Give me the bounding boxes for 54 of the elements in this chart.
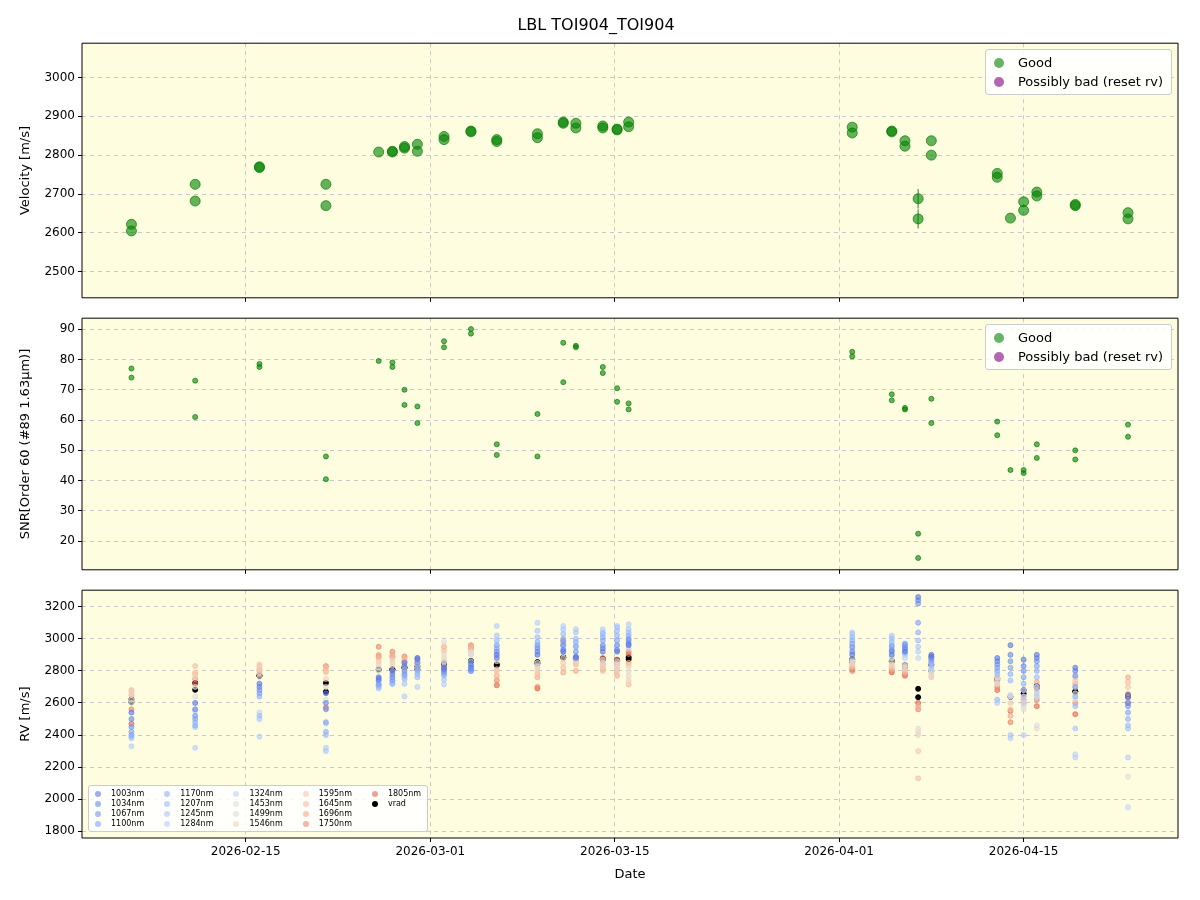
y-tick-label: 40 (59, 472, 75, 487)
legend-label: 1207nm (180, 799, 214, 808)
legend-label: 1499nm (249, 809, 283, 818)
y-tick-label: 50 (59, 442, 75, 457)
y-axis-title: Velocity [m/s] (17, 125, 33, 216)
y-tick-label: 2800 (44, 147, 75, 162)
y-tick-label: 3200 (44, 598, 75, 613)
legend-label: 1696nm (318, 809, 352, 818)
legend-label: 1595nm (318, 789, 352, 798)
y-tick-label: 60 (59, 412, 75, 427)
legend-label: Possibly bad (reset rv) (1017, 74, 1163, 90)
y-tick-label: 70 (59, 381, 75, 396)
y-tick-label: 3000 (44, 69, 75, 84)
y-tick-label: 2400 (44, 727, 75, 742)
y-tick-label: 2900 (44, 108, 75, 123)
legend-label: 1170nm (180, 789, 214, 798)
y-tick-label: 3000 (44, 630, 75, 645)
legend-label: 1453nm (249, 799, 283, 808)
y-tick-label: 20 (59, 533, 75, 548)
legend-label: Possibly bad (reset rv) (1017, 349, 1163, 365)
y-tick-label: 80 (59, 351, 75, 366)
y-tick-label: 30 (59, 503, 75, 518)
legend-label: 1324nm (249, 789, 283, 798)
x-tick-label: 2026-03-15 (580, 844, 650, 859)
legend-label: Good (1017, 55, 1053, 71)
x-tick-label: 2026-02-15 (210, 844, 281, 859)
y-tick-label: 2700 (44, 186, 75, 201)
x-tick-label: 2026-04-01 (804, 844, 874, 859)
legend-label: 1645nm (318, 799, 352, 808)
legend-label: 1100nm (111, 819, 145, 828)
x-axis-title: Date (614, 865, 646, 881)
y-tick-label: 2500 (44, 263, 75, 278)
legend-label: 1805nm (387, 789, 422, 798)
y-tick-label: 2600 (44, 225, 75, 240)
x-tick-label: 2026-04-15 (988, 844, 1059, 859)
legend-label: 1245nm (180, 809, 214, 818)
y-axis-title: SNR[Order 60 (#89 1.63μm)] (17, 348, 33, 540)
legend-label: 1546nm (249, 819, 283, 828)
x-tick-label: 2026-03-01 (395, 844, 466, 859)
legend-label: 1284nm (180, 819, 214, 828)
y-tick-label: 90 (59, 321, 75, 336)
legend-label: 1034nm (111, 799, 145, 808)
legend-label: 1003nm (111, 789, 145, 798)
y-tick-label: 1800 (44, 823, 75, 838)
y-tick-label: 2600 (44, 695, 75, 710)
y-axis-title: RV [m/s] (17, 686, 33, 742)
y-tick-label: 2000 (44, 791, 75, 806)
y-tick-label: 2200 (44, 759, 75, 774)
legend-label: vrad (387, 799, 406, 808)
chart-title: LBL TOI904_TOI904 (517, 14, 675, 35)
legend-label: Good (1017, 330, 1053, 346)
legend-label: 1750nm (318, 819, 352, 828)
legend-label: 1067nm (111, 809, 145, 818)
y-tick-label: 2800 (44, 663, 75, 677)
